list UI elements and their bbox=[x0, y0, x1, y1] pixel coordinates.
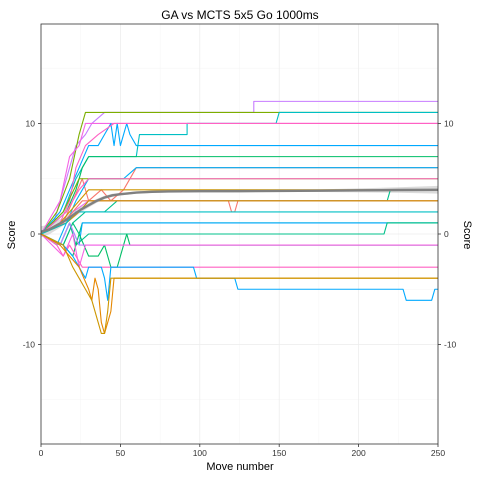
plot-area bbox=[41, 100, 438, 335]
trend-layer bbox=[41, 188, 438, 233]
series-line-7 bbox=[41, 122, 438, 235]
series-layer bbox=[41, 100, 438, 335]
y-tick-label: -10 bbox=[23, 340, 36, 350]
series-line-27 bbox=[41, 233, 438, 335]
y-axis-label: Score bbox=[6, 221, 18, 250]
y-tick-label-right: 0 bbox=[444, 229, 449, 239]
x-axis-label: Move number bbox=[206, 461, 274, 473]
x-tick-label: 0 bbox=[39, 448, 44, 458]
y-tick-label: 0 bbox=[30, 229, 35, 239]
y-tick-label-right: -10 bbox=[444, 340, 457, 350]
series-line-2 bbox=[41, 111, 438, 235]
series-line-26 bbox=[41, 233, 438, 335]
x-tick-label: 100 bbox=[193, 448, 207, 458]
axes: 0 50 100 150 200 250 -10 -10 0 0 10 10 bbox=[23, 118, 457, 458]
y-tick-label-right: 10 bbox=[444, 118, 454, 128]
chart-title: GA vs MCTS 5x5 Go 1000ms bbox=[161, 8, 318, 22]
series-line-9 bbox=[41, 167, 438, 246]
x-tick-label: 50 bbox=[116, 448, 126, 458]
trend-line bbox=[41, 188, 438, 233]
series-line-12 bbox=[41, 178, 438, 235]
x-tick-label: 150 bbox=[272, 448, 286, 458]
x-tick-label: 250 bbox=[431, 448, 445, 458]
y-axis-label-right: Score bbox=[461, 221, 473, 250]
y-tick-label: 10 bbox=[26, 118, 36, 128]
x-tick-label: 200 bbox=[352, 448, 366, 458]
